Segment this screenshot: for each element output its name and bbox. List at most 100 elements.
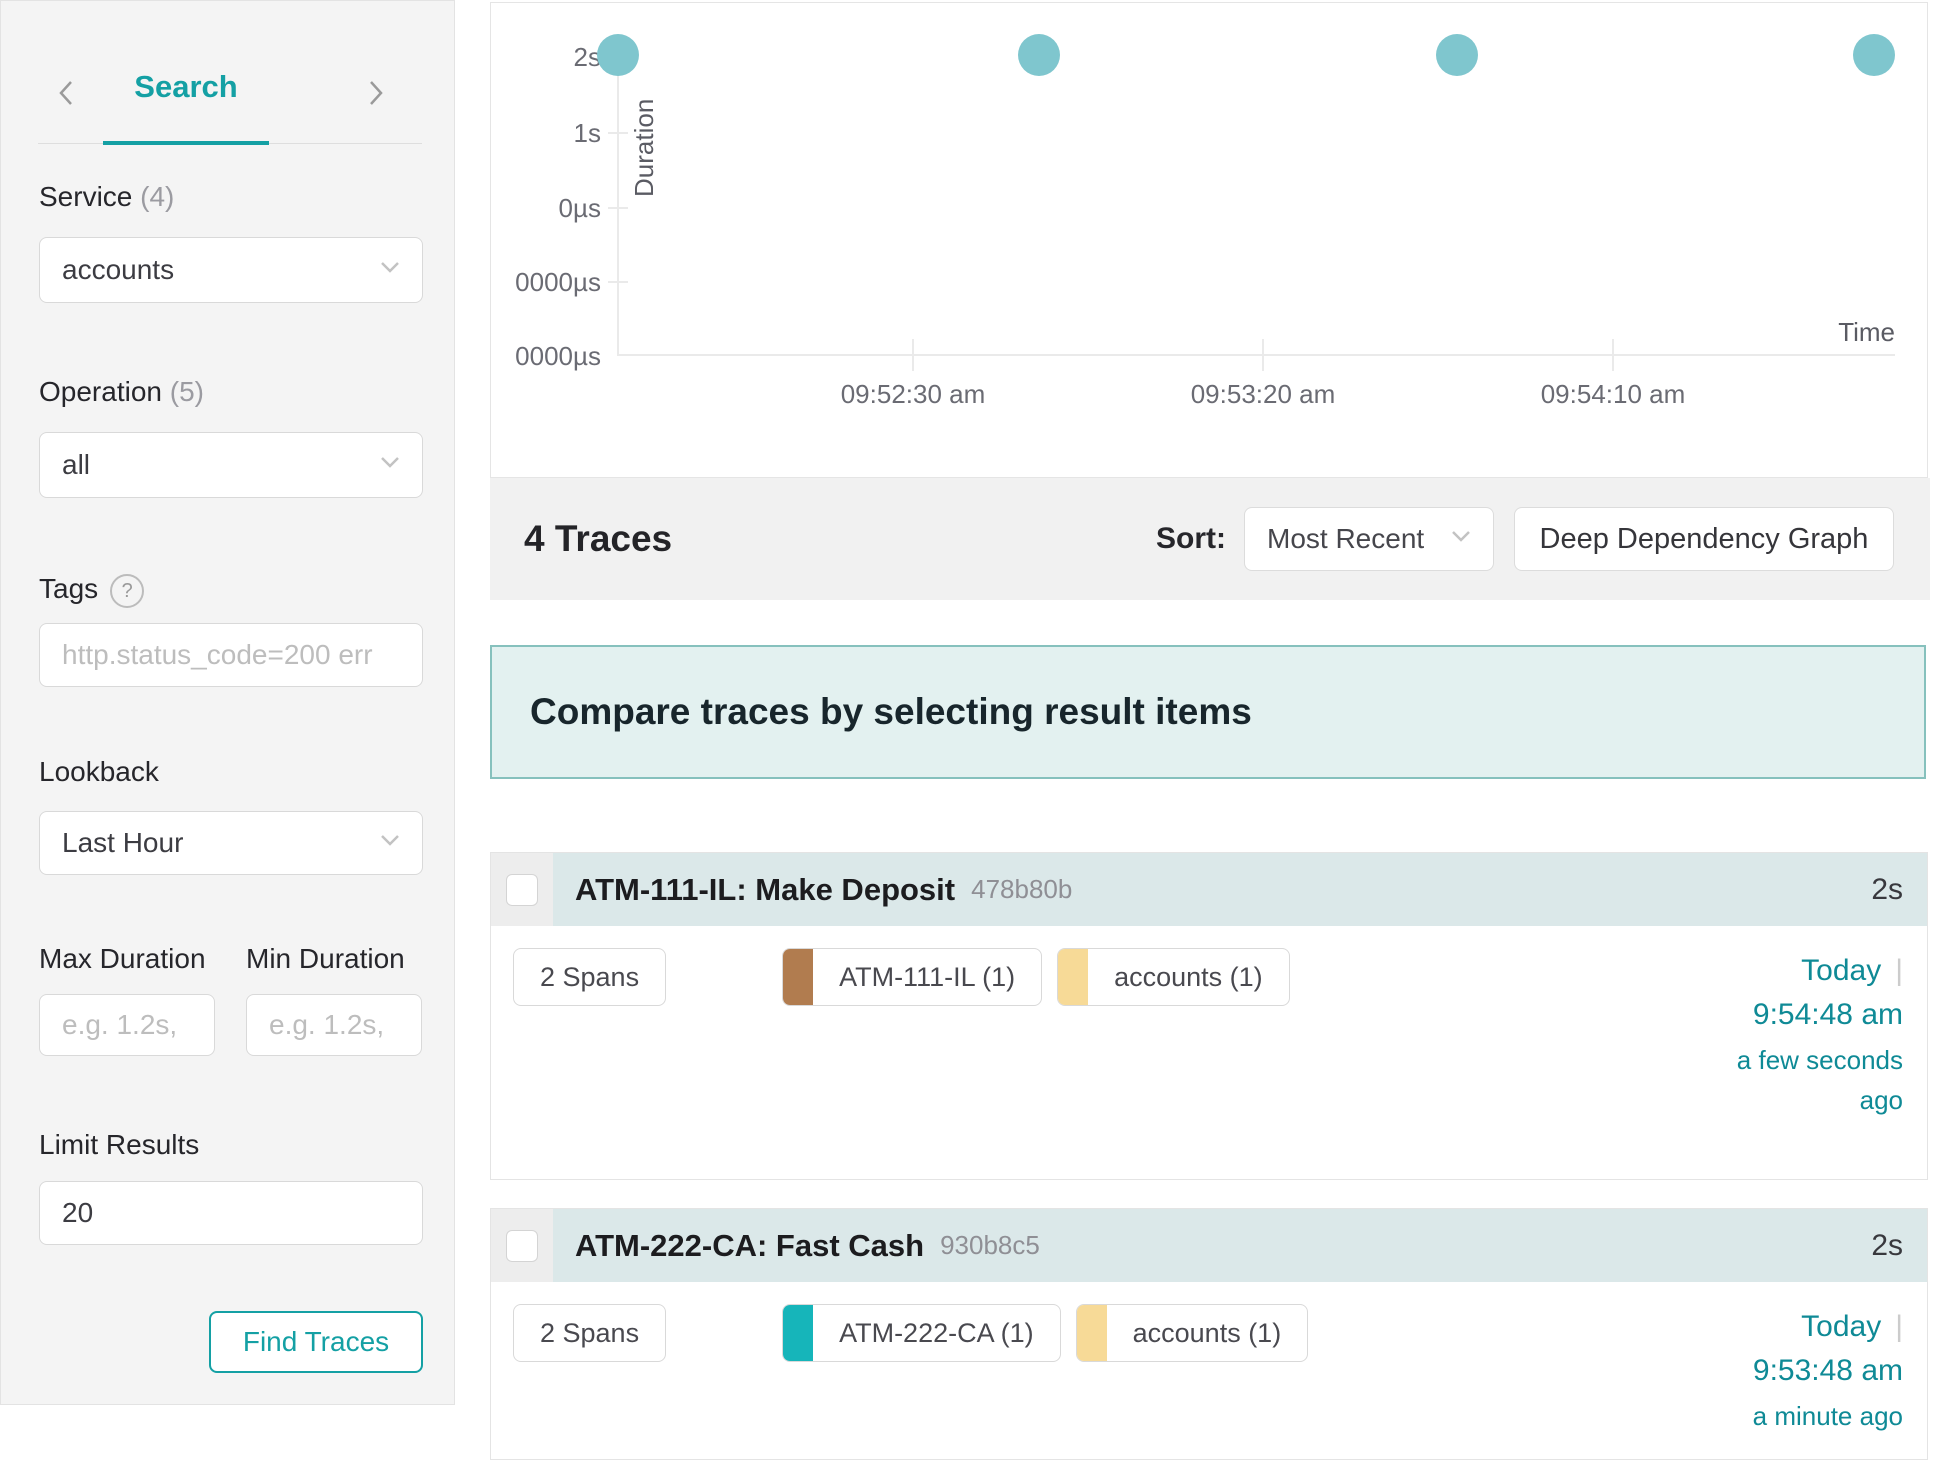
- scatter-point[interactable]: [1436, 34, 1478, 76]
- y-tick-label: 0000µs: [515, 267, 601, 297]
- limit-results-label: Limit Results: [39, 1129, 200, 1160]
- service-pill: accounts (1): [1075, 1304, 1309, 1362]
- x-axis-line: [618, 354, 1895, 356]
- date-separator: |: [1895, 1310, 1903, 1343]
- service-color-swatch: [1058, 949, 1089, 1005]
- duration-scatter-chart: 2s 1s 0µs 0000µs 0000µs Duration Time 09…: [490, 2, 1928, 478]
- x-tick-label: 09:52:30 am: [840, 379, 986, 409]
- chevron-down-icon: [380, 261, 400, 279]
- y-tick-mark: [608, 207, 628, 209]
- x-tick-mark: [1262, 339, 1264, 371]
- trace-date: Today: [1801, 1310, 1882, 1343]
- y-axis-line: [617, 47, 619, 356]
- operation-select-value: all: [62, 449, 91, 480]
- span-count-pill: 2 Spans: [513, 1304, 667, 1362]
- service-color-swatch: [1076, 1305, 1107, 1361]
- trace-header-main: ATM-111-IL: Make Deposit 478b80b 2s: [553, 853, 1927, 926]
- trace-relative-time: a minute ago: [1752, 1401, 1903, 1431]
- service-pill: ATM-111-IL (1): [782, 948, 1043, 1006]
- service-label: Service (4): [39, 181, 175, 212]
- operation-label: Operation (5): [39, 376, 204, 407]
- trace-id: 478b80b: [971, 874, 1073, 904]
- tag-row: 2 Spans ATM-111-IL (1) accounts (1): [513, 948, 1305, 1006]
- x-tick-label: 09:54:10 am: [1540, 379, 1686, 409]
- active-tab-underline: [103, 141, 269, 145]
- trace-title: ATM-111-IL: Make Deposit: [575, 871, 956, 907]
- trace-duration: 2s: [1871, 1228, 1903, 1262]
- results-toolbar: 4 Traces Sort: Most Recent Deep Dependen…: [490, 478, 1930, 600]
- x-tick-mark: [912, 339, 914, 371]
- lookback-select[interactable]: Last Hour: [39, 811, 423, 875]
- service-pill-label: ATM-222-CA (1): [839, 1317, 1034, 1348]
- y-tick-label: 0µs: [558, 193, 601, 223]
- trace-header-main: ATM-222-CA: Fast Cash 930b8c5 2s: [553, 1209, 1927, 1282]
- main-content: 2s 1s 0µs 0000µs 0000µs Duration Time 09…: [490, 0, 1930, 1472]
- scatter-point[interactable]: [1853, 34, 1895, 76]
- chevron-down-icon: [1451, 530, 1471, 548]
- find-traces-button[interactable]: Find Traces: [209, 1311, 423, 1373]
- trace-title: ATM-222-CA: Fast Cash: [575, 1227, 925, 1263]
- compare-banner: Compare traces by selecting result items: [490, 645, 1926, 779]
- sort-select[interactable]: Most Recent: [1244, 507, 1494, 571]
- tag-row: 2 Spans ATM-222-CA (1) accounts (1): [513, 1304, 1323, 1362]
- service-select[interactable]: accounts: [39, 237, 423, 303]
- scatter-point[interactable]: [1018, 34, 1060, 76]
- lookback-label: Lookback: [39, 756, 159, 787]
- trace-date: Today: [1801, 954, 1882, 987]
- service-color-swatch: [783, 949, 814, 1005]
- tags-label: Tags?: [39, 573, 145, 608]
- lookback-select-value: Last Hour: [62, 827, 184, 858]
- service-select-value: accounts: [62, 254, 175, 285]
- limit-results-input[interactable]: [39, 1181, 423, 1245]
- service-pill: accounts (1): [1057, 948, 1290, 1006]
- chevron-down-icon: [380, 456, 400, 474]
- y-tick-label: 2s: [573, 42, 601, 72]
- sort-group: Sort: Most Recent Deep Dependency Graph: [1156, 507, 1894, 571]
- span-count-pill: 2 Spans: [513, 948, 667, 1006]
- search-sidebar: Search Service (4) accounts Operation (5…: [0, 0, 455, 1405]
- trace-time: 9:54:48 am: [1752, 998, 1903, 1031]
- tags-input[interactable]: [39, 623, 423, 687]
- x-tick-label: 09:53:20 am: [1190, 379, 1336, 409]
- trace-card-header[interactable]: ATM-222-CA: Fast Cash 930b8c5 2s: [491, 1209, 1927, 1282]
- y-tick-mark: [608, 281, 628, 283]
- trace-card-header[interactable]: ATM-111-IL: Make Deposit 478b80b 2s: [491, 853, 1927, 926]
- trace-count: 4 Traces: [524, 518, 673, 559]
- deep-dependency-graph-button[interactable]: Deep Dependency Graph: [1514, 507, 1894, 571]
- service-pill: ATM-222-CA (1): [782, 1304, 1061, 1362]
- trace-select-checkbox[interactable]: [506, 873, 538, 906]
- service-color-swatch: [783, 1305, 814, 1361]
- trace-card: ATM-111-IL: Make Deposit 478b80b 2s 2 Sp…: [490, 852, 1928, 1180]
- help-icon[interactable]: ?: [110, 573, 145, 608]
- x-axis-title: Time: [1838, 317, 1895, 347]
- y-tick-label: 1s: [573, 118, 601, 148]
- sort-select-value: Most Recent: [1267, 523, 1425, 554]
- trace-select-checkbox[interactable]: [506, 1229, 538, 1262]
- checkbox-strip: [491, 1209, 553, 1282]
- min-duration-label: Min Duration: [246, 943, 405, 974]
- max-duration-label: Max Duration: [39, 943, 206, 974]
- sidebar-nav: Search: [1, 1, 454, 145]
- date-separator: |: [1895, 954, 1903, 987]
- checkbox-strip: [491, 853, 553, 926]
- trace-relative-time: a few seconds ago: [1736, 1045, 1903, 1115]
- tab-search[interactable]: Search: [134, 69, 238, 104]
- min-duration-input[interactable]: [246, 994, 422, 1056]
- trace-time-block: Today | 9:53:48 am a minute ago: [1753, 1308, 1903, 1436]
- service-pill-label: ATM-111-IL (1): [839, 961, 1016, 992]
- chevron-right-icon[interactable]: [359, 73, 393, 113]
- chevron-left-icon[interactable]: [49, 73, 83, 113]
- x-tick-mark: [1612, 339, 1614, 371]
- trace-card: ATM-222-CA: Fast Cash 930b8c5 2s 2 Spans…: [490, 1208, 1928, 1460]
- y-tick-label: 0000µs: [515, 341, 601, 371]
- max-duration-input[interactable]: [39, 994, 215, 1056]
- scatter-point[interactable]: [597, 34, 639, 76]
- sort-label: Sort:: [1156, 522, 1226, 555]
- trace-time: 9:53:48 am: [1752, 1354, 1903, 1387]
- service-pill-label: accounts (1): [1132, 1317, 1282, 1348]
- compare-banner-text: Compare traces by selecting result items: [530, 691, 1252, 732]
- trace-duration: 2s: [1871, 872, 1903, 906]
- trace-id: 930b8c5: [940, 1230, 1040, 1260]
- operation-select[interactable]: all: [39, 432, 423, 498]
